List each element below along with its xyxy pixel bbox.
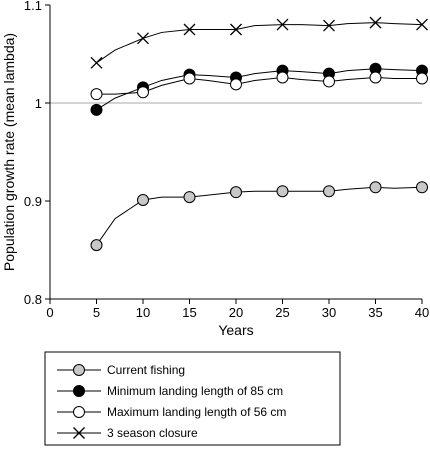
x-tick-label: 20 [229,305,243,320]
x-tick-label: 40 [415,305,429,320]
data-point [230,78,242,91]
data-point [416,72,428,85]
x-tick-label: 25 [275,305,289,320]
legend-item: Maximum landing length of 56 cm [57,405,286,419]
data-point [137,32,149,45]
y-tick-label: 1 [35,96,42,111]
series-line [96,186,423,246]
legend-marker [73,364,85,376]
data-point [137,194,149,207]
legend-label: 3 season closure [107,426,198,440]
series-3 [90,16,428,69]
data-point [183,191,196,204]
x-tick-label: 10 [136,305,150,320]
data-point [369,181,382,194]
data-point [230,23,242,36]
y-axis-label: Population growth rate (mean lambda) [1,33,17,271]
data-point [90,88,103,101]
x-tick-label: 5 [93,305,100,320]
legend-label: Minimum landing length of 85 cm [107,384,283,398]
data-point [276,18,289,31]
legend-marker [73,427,85,439]
data-point [369,16,382,29]
x-tick-label: 0 [46,305,53,320]
legend-item: Minimum landing length of 85 cm [57,384,283,398]
legend: Current fishing Minimum landing length of… [44,351,341,446]
legend-marker [73,385,85,397]
data-point [230,186,242,199]
plot-area [50,16,428,252]
series-2 [90,71,428,101]
data-point [90,56,103,69]
legend-label: Maximum landing length of 56 cm [107,405,286,419]
data-point [323,75,335,88]
legend-label: Current fishing [107,363,185,377]
data-point [183,72,196,85]
series-line [96,77,422,95]
data-point [416,18,428,31]
series-line [96,68,423,111]
data-point [276,71,289,84]
x-tick-label: 30 [322,305,336,320]
series-0 [90,181,428,252]
legend-item: Current fishing [57,363,185,377]
data-point [416,181,428,194]
data-point [183,23,196,36]
data-point [137,86,149,99]
legend-marker [73,406,85,418]
data-point [276,185,289,198]
legend-box [44,351,341,446]
legend-item: 3 season closure [57,426,198,440]
data-point [90,103,103,116]
x-tick-label: 15 [182,305,196,320]
series-line [96,22,423,64]
axes: 0 5 10 15 20 25 30 35 40 0.8 0.9 1 1.1 [24,0,429,320]
y-tick-label: 1.1 [24,0,42,13]
data-point [323,19,335,32]
y-tick-label: 0.9 [24,194,42,209]
x-tick-label: 35 [368,305,382,320]
data-point [90,239,103,252]
data-point [369,71,382,84]
data-point [323,185,335,198]
y-tick-label: 0.8 [24,292,42,307]
x-axis-label: Years [218,322,253,338]
